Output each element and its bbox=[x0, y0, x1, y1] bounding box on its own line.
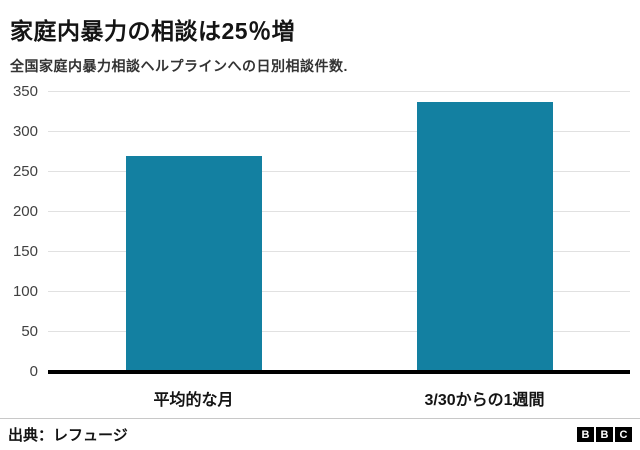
chart-header: 家庭内暴力の相談は25％増 全国家庭内暴力相談ヘルプラインへの日別相談件数. bbox=[0, 0, 640, 76]
gridline bbox=[48, 251, 630, 252]
bars-container bbox=[48, 92, 630, 372]
y-axis-tick-label: 250 bbox=[12, 163, 38, 180]
bar-2 bbox=[416, 102, 553, 372]
y-axis-tick-label: 50 bbox=[21, 323, 38, 341]
x-axis-category-label: 3/30からの1週間 bbox=[424, 392, 545, 409]
y-axis: 0 50 100 150 200 250 300 350 bbox=[8, 84, 42, 380]
x-axis-baseline bbox=[48, 370, 630, 374]
gridline bbox=[48, 91, 630, 92]
page-title: 家庭内暴力の相談は25％増 bbox=[10, 18, 296, 44]
x-axis-labels: 平均的な月 3/30からの1週間 bbox=[48, 386, 630, 410]
source-credit: 出典：レフュージ bbox=[8, 427, 128, 444]
plot-area bbox=[48, 91, 630, 374]
bbc-logo-block: C bbox=[615, 427, 632, 442]
gridline bbox=[48, 211, 630, 212]
bbc-logo-block: B bbox=[596, 427, 613, 442]
y-axis-tick-label: 150 bbox=[12, 243, 38, 260]
y-axis-tick-label: 350 bbox=[12, 83, 38, 100]
x-axis-category-label: 平均的な月 bbox=[153, 392, 234, 409]
bar-cell bbox=[339, 92, 630, 372]
bar-1 bbox=[125, 156, 262, 372]
gridline bbox=[48, 171, 630, 172]
y-axis-tick-label: 100 bbox=[12, 283, 38, 301]
y-axis-tick-label: 200 bbox=[12, 203, 38, 221]
bar-cell bbox=[48, 92, 339, 372]
bar-chart: 0 50 100 150 200 250 300 350 bbox=[8, 84, 632, 380]
y-axis-tick-label: 300 bbox=[12, 123, 38, 140]
gridline bbox=[48, 291, 630, 292]
gridline bbox=[48, 331, 630, 332]
chart-subtitle: 全国家庭内暴力相談ヘルプラインへの日別相談件数. bbox=[10, 58, 348, 74]
gridline bbox=[48, 131, 630, 132]
y-axis-tick-label: 0 bbox=[29, 363, 38, 380]
bbc-logo-block: B bbox=[577, 427, 594, 442]
